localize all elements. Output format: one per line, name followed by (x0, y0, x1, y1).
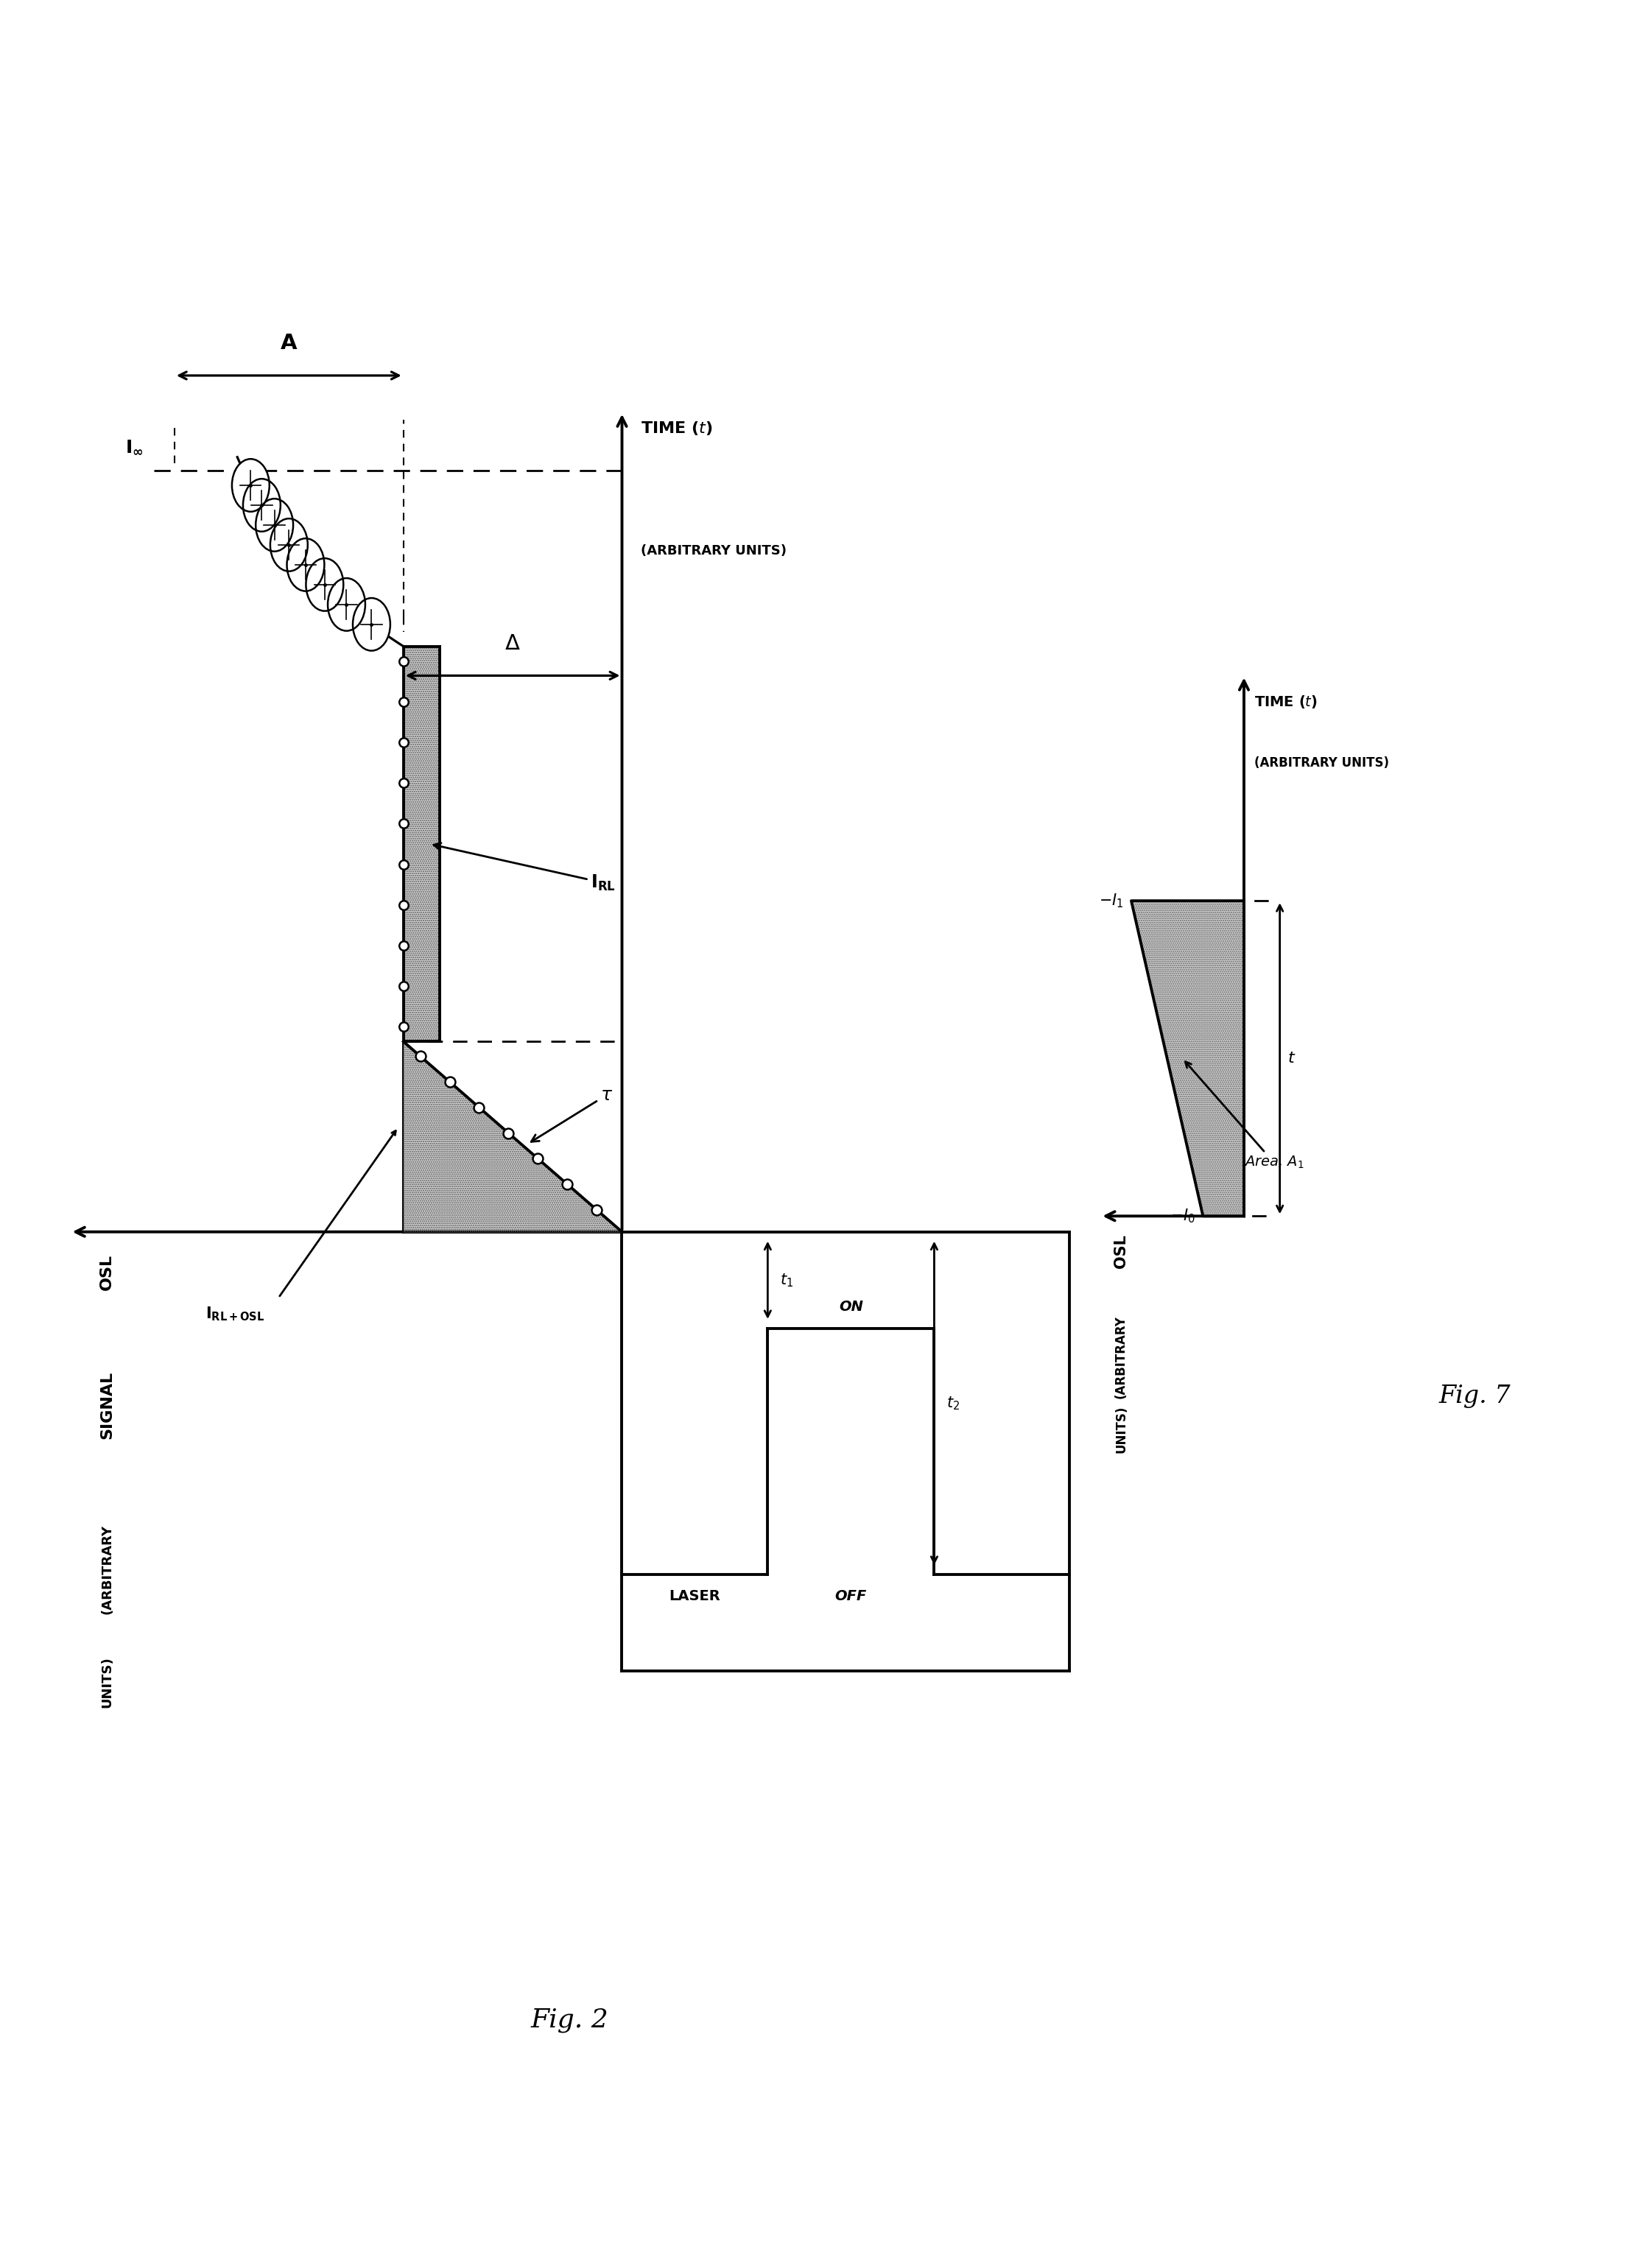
Text: OSL: OSL (1113, 1234, 1128, 1268)
Text: $t_1$: $t_1$ (780, 1272, 793, 1288)
Polygon shape (403, 1040, 623, 1232)
Text: ON: ON (839, 1299, 862, 1313)
Text: UNITS): UNITS) (101, 1657, 114, 1707)
Text: LASER: LASER (669, 1590, 720, 1603)
Text: $\mathbf{I_{RL+OSL}}$: $\mathbf{I_{RL+OSL}}$ (206, 1306, 264, 1322)
Text: (ARBITRARY UNITS): (ARBITRARY UNITS) (641, 543, 786, 556)
Text: Fig. 2: Fig. 2 (530, 2009, 610, 2034)
Text: OSL: OSL (99, 1254, 114, 1290)
Text: Fig. 7: Fig. 7 (1439, 1385, 1510, 1408)
Text: $\mathbf{I_{RL}}$: $\mathbf{I_{RL}}$ (434, 842, 616, 892)
Text: TIME ($t$): TIME ($t$) (641, 419, 712, 437)
Circle shape (354, 599, 390, 651)
Polygon shape (403, 646, 439, 1040)
Text: SIGNAL: SIGNAL (99, 1371, 114, 1439)
Text: $t$: $t$ (1287, 1052, 1295, 1065)
Text: A: A (281, 333, 297, 354)
Circle shape (327, 579, 365, 631)
Text: TIME ($t$): TIME ($t$) (1254, 694, 1317, 709)
Circle shape (306, 558, 344, 610)
Text: UNITS): UNITS) (1115, 1405, 1128, 1453)
Text: (ARBITRARY: (ARBITRARY (1115, 1315, 1128, 1398)
Circle shape (243, 480, 281, 531)
Circle shape (231, 459, 269, 511)
Circle shape (287, 538, 324, 590)
Circle shape (256, 498, 292, 552)
Circle shape (271, 518, 307, 572)
Polygon shape (1132, 901, 1244, 1216)
Text: $t_2$: $t_2$ (947, 1394, 960, 1412)
Text: $\mathbf{I_\infty}$: $\mathbf{I_\infty}$ (126, 439, 144, 455)
Text: $\tau$: $\tau$ (532, 1085, 613, 1142)
Text: $\Delta$: $\Delta$ (506, 633, 520, 653)
Text: $-I_1$: $-I_1$ (1099, 892, 1123, 910)
Text: OFF: OFF (834, 1590, 867, 1603)
Text: (ARBITRARY UNITS): (ARBITRARY UNITS) (1254, 757, 1389, 770)
Text: (ARBITRARY: (ARBITRARY (101, 1525, 114, 1615)
Text: $-I_0$: $-I_0$ (1170, 1207, 1196, 1225)
Text: Area, $A_1$: Area, $A_1$ (1186, 1061, 1303, 1171)
